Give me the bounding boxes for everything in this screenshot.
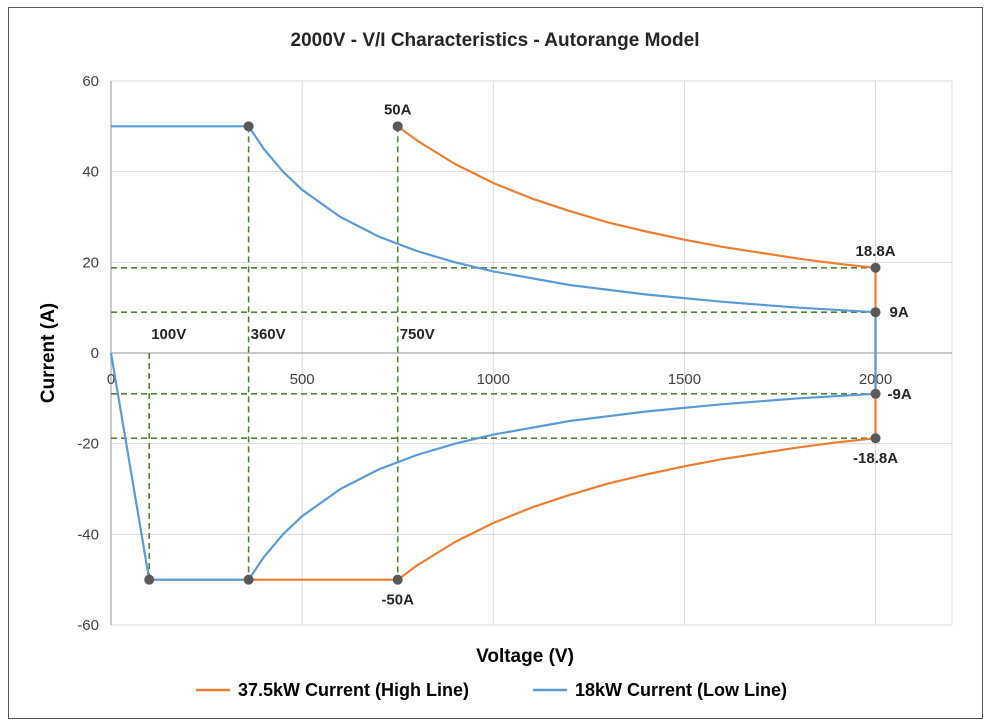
y-tick-label-6: -60	[77, 617, 99, 634]
x-tick-label-1: 500	[290, 371, 315, 388]
series-low-line-lower	[109, 352, 876, 581]
series-high-line-lower	[149, 437, 876, 581]
annotations: 50A 18.8A 9A 100V 360V 750V -9A -18.8A -50A	[151, 101, 912, 608]
series-lines	[109, 125, 877, 581]
annotation-1: 18.8A	[856, 243, 896, 260]
annotation-5: 750V	[400, 326, 435, 343]
annotation-0: 50A	[384, 101, 412, 118]
y-tick-label-1: 40	[82, 164, 99, 181]
y-tick-label-5: -40	[77, 526, 99, 543]
y-tick-label-2: 20	[82, 254, 99, 271]
y-axis-title: Current (A)	[38, 303, 59, 403]
x-tick-label-2: 1000	[477, 371, 510, 388]
guide-lines	[111, 126, 876, 580]
y-tick-label-0: 60	[82, 73, 99, 90]
annotation-3: 100V	[151, 326, 186, 343]
y-tick-label-4: -20	[77, 436, 99, 453]
y-tick-labels: 60 40 20 0 -20 -40 -60	[77, 73, 99, 634]
x-tick-label-0: 0	[107, 371, 115, 388]
line-chart: 2000V - V/I Characteristics - Autorange …	[38, 30, 953, 700]
annotation-6: -9A	[888, 386, 912, 403]
marker-1	[243, 574, 254, 585]
annotation-2: 9A	[890, 304, 909, 321]
legend-label-high-line: 37.5kW Current (High Line)	[238, 680, 469, 700]
annotation-8: -50A	[381, 592, 414, 609]
marker-6	[870, 307, 881, 318]
series-high-line-upper	[397, 125, 876, 269]
legend-label-low-line: 18kW Current (Low Line)	[575, 680, 787, 700]
marker-5	[870, 262, 881, 273]
marker-4	[392, 121, 403, 132]
x-axis-title: Voltage (V)	[476, 646, 574, 667]
chart-title: 2000V - V/I Characteristics - Autorange …	[291, 30, 700, 51]
x-tick-labels: 0 500 1000 1500 2000	[107, 371, 892, 388]
annotation-4: 360V	[251, 326, 286, 343]
x-tick-label-3: 1500	[668, 371, 701, 388]
data-markers	[144, 121, 881, 585]
y-tick-label-3: 0	[91, 345, 99, 362]
marker-8	[870, 433, 881, 444]
axes	[110, 81, 952, 625]
chart-frame: 2000V - V/I Characteristics - Autorange …	[8, 7, 983, 719]
marker-3	[243, 121, 254, 132]
marker-7	[870, 388, 881, 399]
series-low-line-upper	[111, 125, 876, 314]
marker-0	[144, 574, 155, 585]
marker-2	[392, 574, 403, 585]
legend: 37.5kW Current (High Line) 18kW Current …	[196, 680, 787, 700]
annotation-7: -18.8A	[853, 450, 898, 467]
